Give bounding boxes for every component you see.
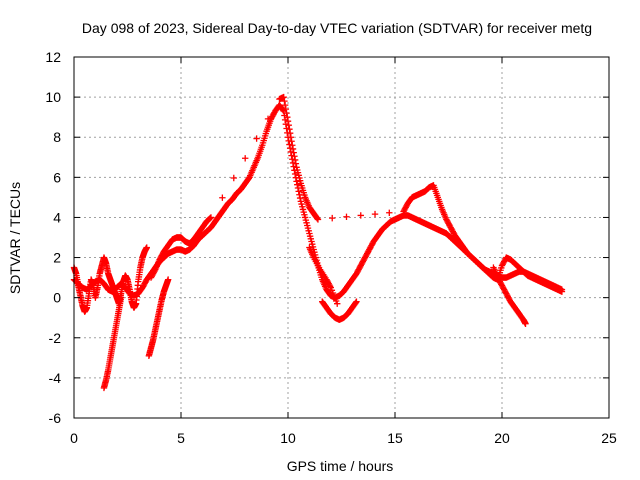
data-point [219,194,226,201]
series-upper-branch [147,93,566,295]
y-tick-label: -6 [49,410,62,426]
data-point [281,97,288,105]
data-point [289,142,296,149]
series-drop-late [490,264,529,327]
data-point [286,130,294,137]
data-point [289,145,297,153]
x-tick-label: 15 [387,430,403,446]
data-point [294,181,301,188]
data-point [295,188,302,195]
series-drop-1 [100,294,125,392]
data-point [286,141,293,148]
data-point [288,138,295,145]
x-axis-label: GPS time / hours [287,458,394,474]
data-point [293,178,300,185]
y-tick-label: 2 [53,250,61,266]
plot-frame [73,56,610,419]
data-point [314,216,322,223]
grid-lines [74,57,609,418]
x-tick-label: 25 [601,430,617,446]
y-tick-label: 8 [53,129,61,145]
data-point [280,93,287,101]
data-point [282,105,290,113]
data-point [353,298,360,305]
y-tick-label: 0 [53,290,61,306]
series-main [70,101,566,301]
data-point [286,126,293,133]
data-point [281,101,289,109]
y-tick-label: -2 [49,330,62,346]
data-point [291,153,298,160]
data-point [283,109,290,117]
data-point [290,149,297,156]
data-point [284,117,292,125]
data-point [371,210,379,218]
series-dip-2 [319,298,360,323]
x-tick-label: 10 [280,430,296,446]
data-point [284,113,291,121]
y-axis-label: SDTVAR / TECUs [7,182,23,294]
data-point [206,215,213,222]
data-point [329,214,336,222]
data-point [207,214,214,222]
x-tick-label: 0 [70,430,78,446]
y-tick-label: 12 [45,49,61,65]
data-point [296,194,304,202]
data-point [230,174,237,182]
y-tick-label: 10 [45,89,61,105]
x-tick-label: 5 [177,430,185,446]
series-drop-2 [145,276,172,360]
data-point [143,244,150,251]
data-point [291,170,299,178]
data-point [291,156,299,164]
data-point [314,215,321,222]
data-point [558,288,566,295]
data-point [386,209,393,216]
series-early-bundle [70,244,150,315]
data-point [326,283,334,290]
data-point [285,121,292,129]
y-tick-label: 4 [53,209,61,225]
data-point [253,135,260,142]
y-tick-label: 6 [53,169,61,185]
data-point [117,294,125,301]
data-point [287,134,295,141]
data-point [151,267,158,275]
data-point [279,106,287,114]
series-spikes-mid [306,244,341,307]
y-tick-label: -4 [49,370,62,386]
axis-ticks: 0 5 10 15 20 25 -6 -4 -2 0 2 4 6 8 10 12 [45,49,617,446]
data-point [357,212,364,219]
x-tick-label: 20 [494,430,510,446]
data-point [242,155,249,162]
data-point [334,300,341,307]
data-point [164,276,172,283]
data-point [207,214,215,221]
data-point [283,125,290,132]
data-point [264,115,272,123]
data-point [343,213,350,220]
data-point [522,320,529,327]
chart-title: Day 098 of 2023, Sidereal Day-to-day VTE… [82,20,592,36]
data-points [70,93,566,392]
data-point [292,160,300,167]
data-point [352,299,359,306]
